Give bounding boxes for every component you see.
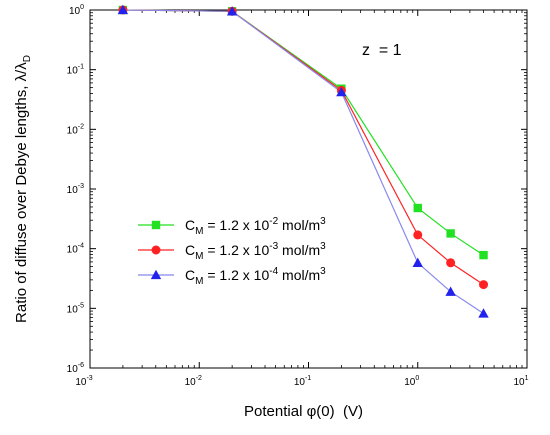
axis-ticks: 10-3 10-2 10-1 100 101 10-6 10-5 10-4 10-3 10-2 10… xyxy=(67,4,529,388)
legend: CM = 1.2 x 10-2 mol/m3 CM = 1.2 x 10-3 mo… xyxy=(138,216,326,287)
y-tick-label: 10-4 xyxy=(67,243,84,256)
x-tick-label: 10-2 xyxy=(185,375,202,388)
data-point-triangle xyxy=(478,308,489,318)
legend-label: CM = 1.2 x 10-3 mol/m3 xyxy=(185,241,326,262)
y-axis-title: Ratio of diffuse over Debye lengths, λ/λ… xyxy=(13,55,33,323)
data-point-square xyxy=(413,203,422,213)
y-tick-label: 10-6 xyxy=(67,362,84,375)
y-tick-label: 10-5 xyxy=(67,302,84,315)
x-tick-label: 10-3 xyxy=(75,375,92,388)
legend-item: CM = 1.2 x 10-2 mol/m3 xyxy=(138,216,326,237)
series-line xyxy=(122,9,484,314)
chart-annotation: z = 1 xyxy=(362,42,402,59)
data-point-triangle xyxy=(412,257,423,267)
legend-item: CM = 1.2 x 10-3 mol/m3 xyxy=(138,241,326,262)
x-tick-label: 100 xyxy=(404,375,419,388)
legend-label: CM = 1.2 x 10-2 mol/m3 xyxy=(185,216,326,237)
data-point-triangle xyxy=(117,4,129,15)
x-tick-label: 10-1 xyxy=(294,375,311,388)
series-markers-3 xyxy=(117,4,489,318)
data-point-triangle xyxy=(336,86,347,97)
y-tick-label: 100 xyxy=(69,4,84,17)
y-tick-label: 10-2 xyxy=(67,123,84,136)
data-point-square xyxy=(151,220,161,230)
data-point-triangle xyxy=(150,269,162,280)
series-3 xyxy=(122,9,484,314)
x-axis-title: Potential φ(0) (V) xyxy=(244,403,363,420)
data-point-circle xyxy=(413,230,423,240)
plot-frame xyxy=(89,9,528,369)
y-tick-label: 10-3 xyxy=(67,183,84,196)
x-tick-label: 101 xyxy=(513,375,528,388)
data-point-circle xyxy=(446,258,456,268)
data-point-circle xyxy=(479,280,489,290)
series-layer xyxy=(117,4,489,318)
y-tick-label: 10-1 xyxy=(67,64,84,77)
legend-item: CM = 1.2 x 10-4 mol/m3 xyxy=(138,266,326,287)
data-point-triangle xyxy=(226,6,238,16)
data-point-square xyxy=(446,229,455,238)
data-point-circle xyxy=(151,245,161,255)
legend-label: CM = 1.2 x 10-4 mol/m3 xyxy=(185,266,326,287)
data-point-triangle xyxy=(445,286,456,296)
data-point-square xyxy=(479,250,488,260)
